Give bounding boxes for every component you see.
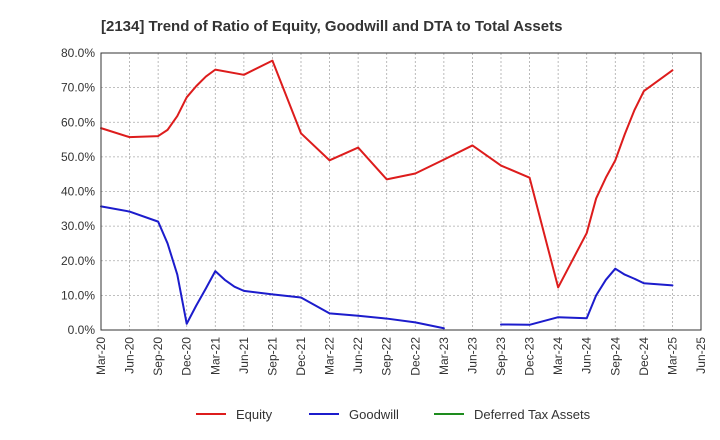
y-tick-label: 30.0% bbox=[61, 219, 95, 233]
x-tick-label: Dec-22 bbox=[408, 337, 422, 376]
y-tick-label: 0.0% bbox=[68, 323, 96, 337]
goodwill-line bbox=[500, 267, 674, 326]
x-tick-label: Dec-24 bbox=[637, 337, 651, 376]
y-tick-label: 70.0% bbox=[61, 81, 95, 95]
x-tick-label: Jun-21 bbox=[237, 337, 251, 374]
x-tick-label: Mar-20 bbox=[94, 337, 108, 375]
equity-line bbox=[100, 59, 674, 289]
chart-title: [2134] Trend of Ratio of Equity, Goodwil… bbox=[101, 18, 562, 35]
x-tick-label: Sep-21 bbox=[265, 337, 279, 376]
x-tick-label: Mar-24 bbox=[551, 337, 565, 375]
y-tick-label: 60.0% bbox=[61, 115, 95, 129]
x-tick-label: Sep-20 bbox=[151, 337, 165, 376]
x-tick-label: Jun-25 bbox=[694, 337, 708, 374]
x-tick-label: Jun-24 bbox=[580, 337, 594, 374]
x-tick-label: Mar-23 bbox=[437, 337, 451, 375]
y-tick-label: 10.0% bbox=[61, 288, 95, 302]
x-tick-label: Dec-20 bbox=[180, 337, 194, 376]
x-tick-label: Jun-23 bbox=[465, 337, 479, 374]
x-tick-label: Mar-21 bbox=[208, 337, 222, 375]
legend-label-equity: Equity bbox=[236, 407, 273, 422]
x-tick-label: Sep-23 bbox=[494, 337, 508, 376]
x-tick-label: Jun-20 bbox=[123, 337, 137, 374]
x-tick-label: Dec-21 bbox=[294, 337, 308, 376]
y-tick-label: 40.0% bbox=[61, 185, 95, 199]
x-tick-label: Mar-25 bbox=[665, 337, 679, 375]
legend-label-goodwill: Goodwill bbox=[349, 407, 399, 422]
y-tick-label: 80.0% bbox=[61, 46, 95, 60]
legend-label-deferred-tax-assets: Deferred Tax Assets bbox=[474, 407, 591, 422]
x-tick-label: Dec-23 bbox=[523, 337, 537, 376]
goodwill-line bbox=[100, 205, 445, 330]
y-tick-label: 20.0% bbox=[61, 254, 95, 268]
x-tick-label: Sep-22 bbox=[380, 337, 394, 376]
plot-area: 0.0% 10.0% 20.0% 30.0% 40.0% 50.0% 60.0% 70.0% 8… bbox=[61, 46, 708, 376]
plot-border bbox=[100, 52, 702, 331]
y-tick-label: 50.0% bbox=[61, 150, 95, 164]
legend: Equity Goodwill Deferred Tax Assets bbox=[196, 407, 591, 422]
x-tick-label: Sep-24 bbox=[608, 337, 622, 376]
x-tick-label: Mar-22 bbox=[323, 337, 337, 375]
x-tick-label: Jun-22 bbox=[351, 337, 365, 374]
